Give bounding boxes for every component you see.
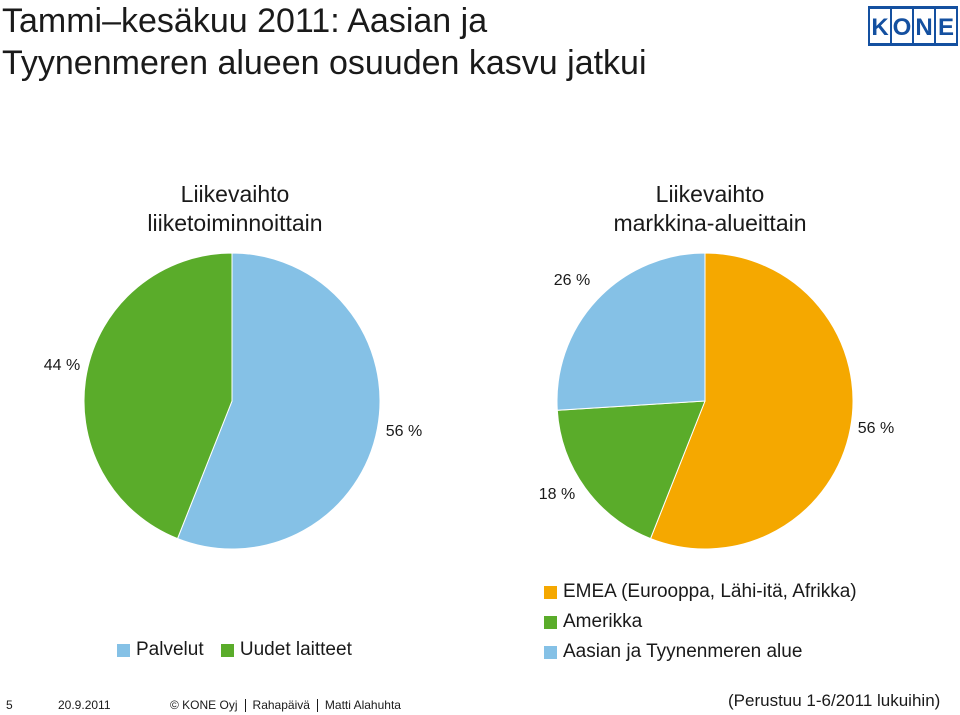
slide-title-line2: Tyynenmeren alueen osuuden kasvu jatkui [2,44,647,82]
legend-market: EMEA (Eurooppa, Lähi-itä, Afrikka) Ameri… [544,577,857,667]
footer-divider [316,698,318,712]
pie-data-label: 26 % [554,272,590,289]
footer-date: 20.9.2011 [58,698,111,712]
legend-item-emea: EMEA (Eurooppa, Lähi-itä, Afrikka) [544,577,857,607]
pie-data-label: 18 % [539,486,575,503]
legend-label-emea: EMEA (Eurooppa, Lähi-itä, Afrikka) [563,581,857,602]
legend-swatch-emea [544,585,557,599]
legend-swatch-uudet-laitteet [220,643,234,657]
footer-divider [244,698,246,712]
pie-data-label: 44 % [44,357,80,374]
footer-page-number: 5 [6,698,13,712]
footer-info: © KONE Oyj Rahapäivä Matti Alahuhta [170,697,401,713]
legend-label-palvelut: Palvelut [136,639,204,660]
legend-item-uudet-laitteet: Uudet laitteet [220,635,352,665]
logo-letter: N [915,14,932,41]
logo-letter: O [893,14,912,41]
legend-swatch-amerikka [544,615,557,629]
legend-business: Palvelut Uudet laitteet [117,635,364,667]
chart-title-market-line2: markkina-alueittain [613,210,807,236]
chart-title-business: Liikevaihto liiketoiminnoittain [100,180,370,238]
legend-swatch-palvelut [117,643,130,657]
legend-item-amerikka: Amerikka [544,607,857,637]
logo-letter: E [938,14,954,41]
legend-item-palvelut: Palvelut [117,635,204,665]
pie-slice-aasian-ja-tyynenmeren-alue [556,252,706,411]
pie-slice-uudet-laitteet [83,252,233,540]
logo-letter: K [871,14,889,41]
pie-slice-amerikka [556,400,706,540]
chart-title-market-line1: Liikevaihto [655,181,765,207]
pie-slice-emea-eurooppa-lähi-itä-afrikka [649,252,854,550]
chart-title-market: Liikevaihto markkina-alueittain [560,180,860,238]
chart-title-business-line2: liiketoiminnoittain [147,210,323,236]
legend-label-aasia: Aasian ja Tyynenmeren alue [563,641,803,662]
footer-company: © KONE Oyj [170,698,238,712]
pie-slice-palvelut [176,252,381,550]
footer-note: (Perustuu 1-6/2011 lukuihin) [728,691,941,710]
chart-title-business-line1: Liikevaihto [180,181,290,207]
legend-swatch-aasia [544,645,557,659]
pie-data-label: 56 % [386,423,422,440]
slide-title-line1: Tammi–kesäkuu 2011: Aasian ja [2,2,488,40]
legend-label-uudet-laitteet: Uudet laitteet [239,639,352,660]
legend-label-amerikka: Amerikka [563,611,643,632]
slide-title: Tammi–kesäkuu 2011: Aasian ja Tyynenmere… [2,0,822,84]
pie-data-label: 56 % [858,420,894,437]
footer-author: Matti Alahuhta [324,698,401,712]
footer-event: Rahapäivä [252,698,310,712]
legend-item-aasia: Aasian ja Tyynenmeren alue [544,637,857,667]
